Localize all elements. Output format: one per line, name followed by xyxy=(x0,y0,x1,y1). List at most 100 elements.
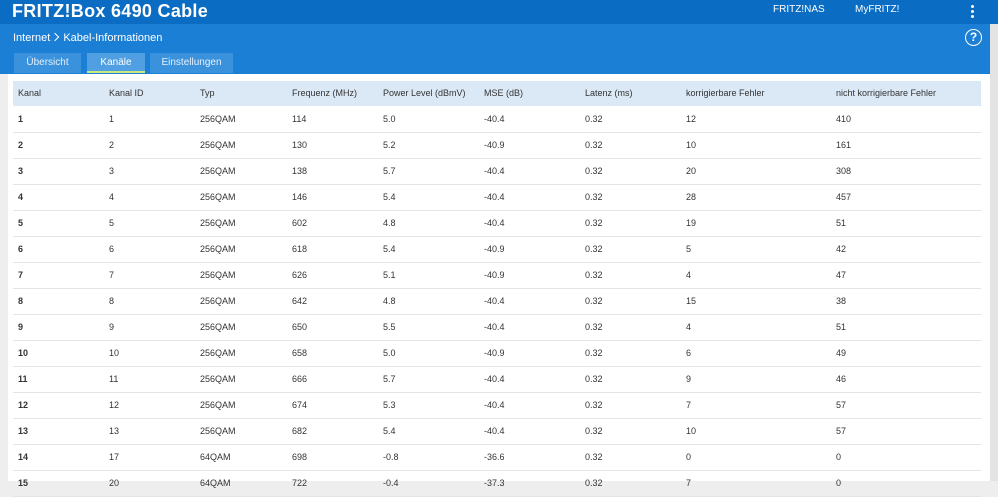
table-cell: 4.8 xyxy=(383,296,396,306)
table-cell: 49 xyxy=(836,348,847,358)
table-cell: 602 xyxy=(292,218,308,228)
table-cell: -40.9 xyxy=(484,140,505,150)
table-cell: 5.7 xyxy=(383,166,396,176)
product-title[interactable]: FRITZ!Box 6490 Cable xyxy=(12,1,209,21)
table-row: 13 13 256QAM 682 5.4 -40.4 0.32 10 57 xyxy=(13,419,981,445)
table-cell: 0.32 xyxy=(585,374,603,384)
table-cell: -40.9 xyxy=(484,244,505,254)
table-cell: 626 xyxy=(292,270,308,280)
table-cell: -40.4 xyxy=(484,218,505,228)
table-cell: 0.32 xyxy=(585,244,603,254)
table-cell: 0.32 xyxy=(585,400,603,410)
table-cell: 5.7 xyxy=(383,374,396,384)
column-header: nicht korrigierbare Fehler xyxy=(836,88,937,98)
table-cell: -40.4 xyxy=(484,322,505,332)
table-cell: 0.32 xyxy=(585,270,603,280)
help-button[interactable]: ? xyxy=(965,29,982,46)
table-cell: 15 xyxy=(18,478,29,488)
table-cell: 410 xyxy=(836,114,852,124)
table-cell: 9 xyxy=(18,322,24,332)
table-cell: 5.2 xyxy=(383,140,396,150)
myfritz-link[interactable]: MyFRITZ! xyxy=(855,4,900,15)
table-cell: 256QAM xyxy=(200,140,236,150)
table-cell: 256QAM xyxy=(200,426,236,436)
table-cell: 3 xyxy=(18,166,24,176)
table-cell: 256QAM xyxy=(200,400,236,410)
table-cell: 0.32 xyxy=(585,140,603,150)
table-cell: 658 xyxy=(292,348,308,358)
table-cell: 46 xyxy=(836,374,847,384)
table-cell: 7 xyxy=(686,478,692,488)
table-row: 9 9 256QAM 650 5.5 -40.4 0.32 4 51 xyxy=(13,315,981,341)
tab[interactable]: Übersicht xyxy=(14,53,81,73)
nas-link[interactable]: FRITZ!NAS xyxy=(773,4,825,15)
table-cell: 9 xyxy=(686,374,692,384)
column-header: Kanal xyxy=(18,88,42,98)
table-cell: 5.1 xyxy=(383,270,396,280)
table-cell: 4 xyxy=(686,322,692,332)
table-cell: 0.32 xyxy=(585,192,603,202)
table-cell: 2 xyxy=(18,140,24,150)
column-header: Frequenz (MHz) xyxy=(292,88,358,98)
table-cell: 64QAM xyxy=(200,452,231,462)
table-cell: 256QAM xyxy=(200,374,236,384)
table-cell: 722 xyxy=(292,478,308,488)
table-cell: 64QAM xyxy=(200,478,231,488)
table-cell: 0 xyxy=(836,452,842,462)
table-cell: 3 xyxy=(109,166,115,176)
table-row: 6 6 256QAM 618 5.4 -40.9 0.32 5 42 xyxy=(13,237,981,263)
table-cell: 2 xyxy=(109,140,115,150)
table-cell: 51 xyxy=(836,218,847,228)
table-cell: 682 xyxy=(292,426,308,436)
table-cell: 5 xyxy=(18,218,24,228)
table-cell: 4 xyxy=(686,270,692,280)
table-cell: 5 xyxy=(686,244,692,254)
table-cell: 28 xyxy=(686,192,697,202)
table-cell: 146 xyxy=(292,192,308,202)
table-cell: 42 xyxy=(836,244,847,254)
table-row: 1 1 256QAM 114 5.0 -40.4 0.32 12 410 xyxy=(13,107,981,133)
table-cell: 256QAM xyxy=(200,244,236,254)
table-cell: 5.5 xyxy=(383,322,396,332)
scrollbar[interactable] xyxy=(990,24,998,481)
table-cell: 20 xyxy=(109,478,120,488)
breadcrumb-item[interactable]: Internet xyxy=(13,32,51,44)
tab[interactable]: Kanäle xyxy=(87,53,145,73)
table-row: 12 12 256QAM 674 5.3 -40.4 0.32 7 57 xyxy=(13,393,981,419)
table-cell: -40.9 xyxy=(484,348,505,358)
breadcrumb-item: Kabel-Informationen xyxy=(63,32,163,44)
table-cell: 256QAM xyxy=(200,270,236,280)
column-header: Typ xyxy=(200,88,215,98)
tab[interactable]: Einstellungen xyxy=(150,53,233,73)
table-cell: 0.32 xyxy=(585,452,603,462)
table-cell: 8 xyxy=(109,296,115,306)
table-cell: -40.4 xyxy=(484,114,505,124)
table-cell: 6 xyxy=(686,348,692,358)
table-cell: 20 xyxy=(686,166,697,176)
table-cell: 10 xyxy=(686,140,697,150)
table-cell: 47 xyxy=(836,270,847,280)
menu-button[interactable] xyxy=(971,5,974,20)
table-cell: 0 xyxy=(836,478,842,488)
table-cell: 698 xyxy=(292,452,308,462)
table-cell: 7 xyxy=(18,270,24,280)
table-cell: 12 xyxy=(686,114,697,124)
table-cell: 256QAM xyxy=(200,192,236,202)
table-cell: 0.32 xyxy=(585,114,603,124)
table-cell: 12 xyxy=(109,400,120,410)
table-cell: 17 xyxy=(109,452,120,462)
table-cell: -40.4 xyxy=(484,374,505,384)
table-cell: 10 xyxy=(686,426,697,436)
table-cell: 13 xyxy=(18,426,29,436)
top-bar: FRITZ!Box 6490 Cable FRITZ!NAS MyFRITZ! xyxy=(0,0,998,24)
table-cell: -40.4 xyxy=(484,166,505,176)
table-cell: -40.4 xyxy=(484,192,505,202)
table-cell: 0.32 xyxy=(585,348,603,358)
table-cell: -40.4 xyxy=(484,296,505,306)
table-cell: 256QAM xyxy=(200,322,236,332)
table-cell: 457 xyxy=(836,192,852,202)
table-cell: 0.32 xyxy=(585,218,603,228)
table-cell: 7 xyxy=(686,400,692,410)
table-cell: 11 xyxy=(18,374,28,384)
breadcrumb: Internet Kabel-Informationen xyxy=(13,32,162,44)
